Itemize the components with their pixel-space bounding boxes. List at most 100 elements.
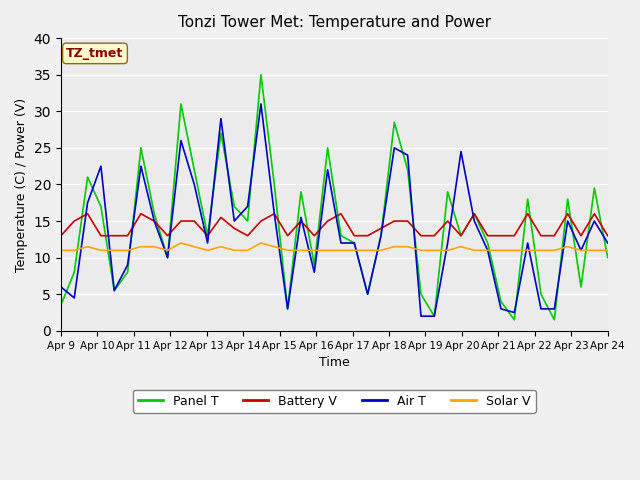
Panel T [351,240,358,246]
Panel T [204,233,211,239]
Solar V [257,240,265,246]
Air T [150,218,158,224]
Air T [524,240,531,246]
Solar V [57,248,65,253]
Air T [191,181,198,187]
Battery V [444,218,451,224]
Solar V [457,244,465,250]
Battery V [137,211,145,216]
Battery V [70,218,78,224]
Battery V [591,211,598,216]
Air T [417,313,425,319]
Solar V [470,248,478,253]
Air T [97,163,105,169]
Title: Tonzi Tower Met: Temperature and Power: Tonzi Tower Met: Temperature and Power [178,15,491,30]
Panel T [310,262,318,268]
Solar V [444,248,451,253]
Battery V [351,233,358,239]
Battery V [497,233,505,239]
Panel T [257,72,265,78]
Air T [470,218,478,224]
Solar V [497,248,505,253]
Solar V [324,248,332,253]
Air T [591,218,598,224]
Panel T [604,255,612,261]
Panel T [137,145,145,151]
Air T [377,233,385,239]
Battery V [457,233,465,239]
Battery V [244,233,252,239]
Solar V [204,248,211,253]
Panel T [444,189,451,195]
Panel T [297,189,305,195]
Panel T [217,131,225,136]
Panel T [591,185,598,191]
Air T [244,204,252,209]
Battery V [111,233,118,239]
Panel T [404,167,412,173]
Air T [337,240,345,246]
Battery V [324,218,332,224]
Air T [271,211,278,216]
Panel T [550,317,558,323]
Solar V [524,248,531,253]
Panel T [271,181,278,187]
Panel T [537,291,545,297]
Battery V [470,211,478,216]
Battery V [230,226,238,231]
Panel T [84,174,92,180]
Air T [351,240,358,246]
Panel T [324,145,332,151]
Battery V [57,233,65,239]
Battery V [217,215,225,220]
Solar V [564,244,572,250]
Panel T [431,313,438,319]
Battery V [417,233,425,239]
Solar V [137,244,145,250]
Air T [124,262,131,268]
Solar V [217,244,225,250]
Air T [550,306,558,312]
Battery V [257,218,265,224]
Panel T [57,302,65,308]
Panel T [230,204,238,209]
Battery V [164,233,172,239]
Solar V [390,244,398,250]
Air T [217,116,225,121]
Battery V [337,211,345,216]
Solar V [337,248,345,253]
Air T [57,284,65,290]
Air T [564,218,572,224]
Air T [511,310,518,315]
Battery V [404,218,412,224]
Air T [324,167,332,173]
Line: Battery V: Battery V [61,214,608,236]
Panel T [390,120,398,125]
Legend: Panel T, Battery V, Air T, Solar V: Panel T, Battery V, Air T, Solar V [133,390,536,413]
Solar V [150,244,158,250]
Battery V [564,211,572,216]
Air T [577,248,585,253]
Panel T [457,233,465,239]
Solar V [537,248,545,253]
Air T [497,306,505,312]
Panel T [417,291,425,297]
Air T [177,138,185,144]
Panel T [124,269,131,275]
Panel T [284,306,291,312]
Air T [364,291,371,297]
Solar V [191,244,198,250]
Panel T [191,167,198,173]
Battery V [377,226,385,231]
Air T [257,101,265,107]
Battery V [297,218,305,224]
Battery V [150,218,158,224]
Air T [111,288,118,293]
Solar V [177,240,185,246]
Air T [70,295,78,301]
Solar V [577,248,585,253]
Solar V [484,248,492,253]
Panel T [564,196,572,202]
Battery V [97,233,105,239]
Line: Solar V: Solar V [61,243,608,251]
